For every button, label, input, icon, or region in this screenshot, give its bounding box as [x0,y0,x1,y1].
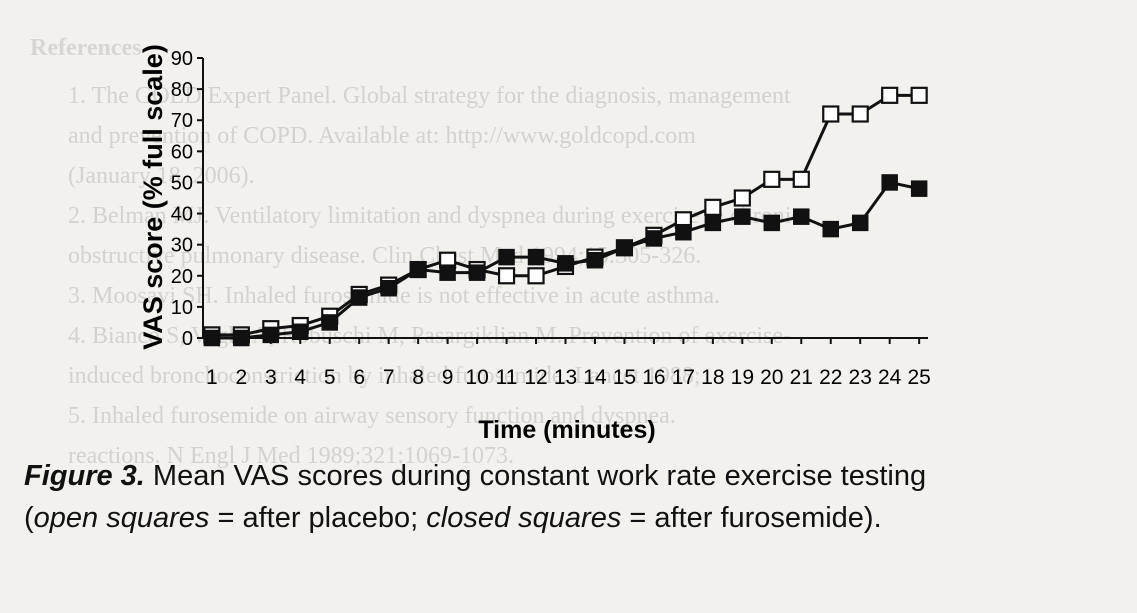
x-tick-label: 1 [206,366,218,389]
x-tick-label: 6 [353,366,365,389]
data-point-filled-square [321,314,338,331]
caption-text-1: Mean VAS scores during constant work rat… [144,460,927,492]
data-point-filled-square [498,248,515,266]
x-tick-label: 21 [790,366,813,389]
caption-figure-label: Figure 3. [24,460,145,492]
x-tick-label: 14 [583,366,607,389]
data-point-filled-square [616,239,633,257]
y-tick-label: 80 [171,79,193,101]
data-point-open-square [851,105,869,123]
chart-axes [202,58,928,339]
x-tick-label: 7 [383,366,395,389]
data-point-open-square [881,86,899,104]
caption-text-3: = after furosemide). [621,502,882,534]
x-tick-label: 11 [496,366,518,389]
y-tick-label: 70 [171,110,193,132]
x-tick-label: 5 [324,366,336,389]
data-point-filled-square [527,248,545,266]
data-point-filled-square [793,208,810,225]
series-filled-square [203,174,928,347]
caption-open-squares: open squares [33,502,210,534]
x-tick-label: 13 [554,366,577,389]
data-point-open-square [497,267,516,285]
chart-series [203,86,928,347]
x-tick-label: 24 [878,366,902,389]
data-point-filled-square [675,223,692,241]
x-tick-label: 2 [235,366,247,389]
series-line-open-square [211,93,920,337]
x-tick-label: 4 [294,366,306,389]
data-point-filled-square [409,261,427,278]
data-point-open-square [822,105,840,123]
figure-caption: Figure 3. Mean VAS scores during constan… [24,455,1114,539]
y-tick-label: 20 [171,266,193,288]
data-point-open-square [910,86,928,104]
x-tick-label: 20 [760,366,783,389]
y-tick-label: 0 [182,328,193,350]
data-point-open-square [704,198,722,216]
data-point-open-square [733,189,751,207]
x-tick-label: 22 [819,366,842,389]
data-point-open-square [527,267,545,285]
data-point-filled-square [704,214,722,232]
data-point-filled-square [586,251,604,269]
y-tick-label: 50 [171,172,193,194]
caption-closed-squares: closed squares [426,502,622,534]
x-tick-label: 12 [524,366,547,389]
x-tick-label: 8 [412,366,424,389]
data-point-filled-square [763,214,781,232]
data-point-filled-square [468,264,486,281]
caption-line-1: Figure 3. Mean VAS scores during constan… [24,455,1114,497]
y-tick-label: 10 [171,297,193,319]
y-tick-label: 60 [171,141,193,163]
x-tick-label: 25 [907,366,930,389]
data-point-filled-square [822,220,839,238]
data-point-filled-square [380,279,397,297]
x-tick-label: 17 [672,366,695,389]
x-tick-label: 3 [265,366,277,389]
x-tick-label: 18 [701,366,724,389]
x-tick-label: 16 [642,366,665,389]
data-point-filled-square [645,230,663,247]
data-point-filled-square [734,208,751,225]
data-point-open-square [792,170,810,188]
data-point-filled-square [262,326,280,344]
data-point-filled-square [851,214,869,232]
x-axis-label: Time (minutes) [478,416,655,444]
data-point-filled-square [881,174,898,191]
data-point-filled-square [439,264,456,281]
data-point-filled-square [350,289,368,306]
x-tick-label: 23 [849,366,872,389]
series-open-square [203,86,928,344]
data-point-open-square [763,170,781,188]
x-tick-label: 10 [465,366,488,389]
caption-paren: ( [24,502,34,534]
data-point-filled-square [233,329,250,347]
data-point-filled-square [557,255,574,272]
y-axis-label: VAS score (% full scale) [138,44,168,350]
x-tick-label: 19 [731,366,754,389]
x-tick-label: 15 [613,366,636,389]
caption-line-2: (open squares = after placebo; closed sq… [24,497,1114,539]
data-point-filled-square [203,329,221,347]
y-tick-label: 30 [171,235,193,257]
y-tick-label: 40 [171,204,193,226]
x-tick-label: 9 [442,366,454,389]
caption-text-2: = after placebo; [209,502,427,534]
data-point-filled-square [292,323,309,341]
y-tick-label: 90 [171,48,193,70]
data-point-filled-square [910,180,928,197]
